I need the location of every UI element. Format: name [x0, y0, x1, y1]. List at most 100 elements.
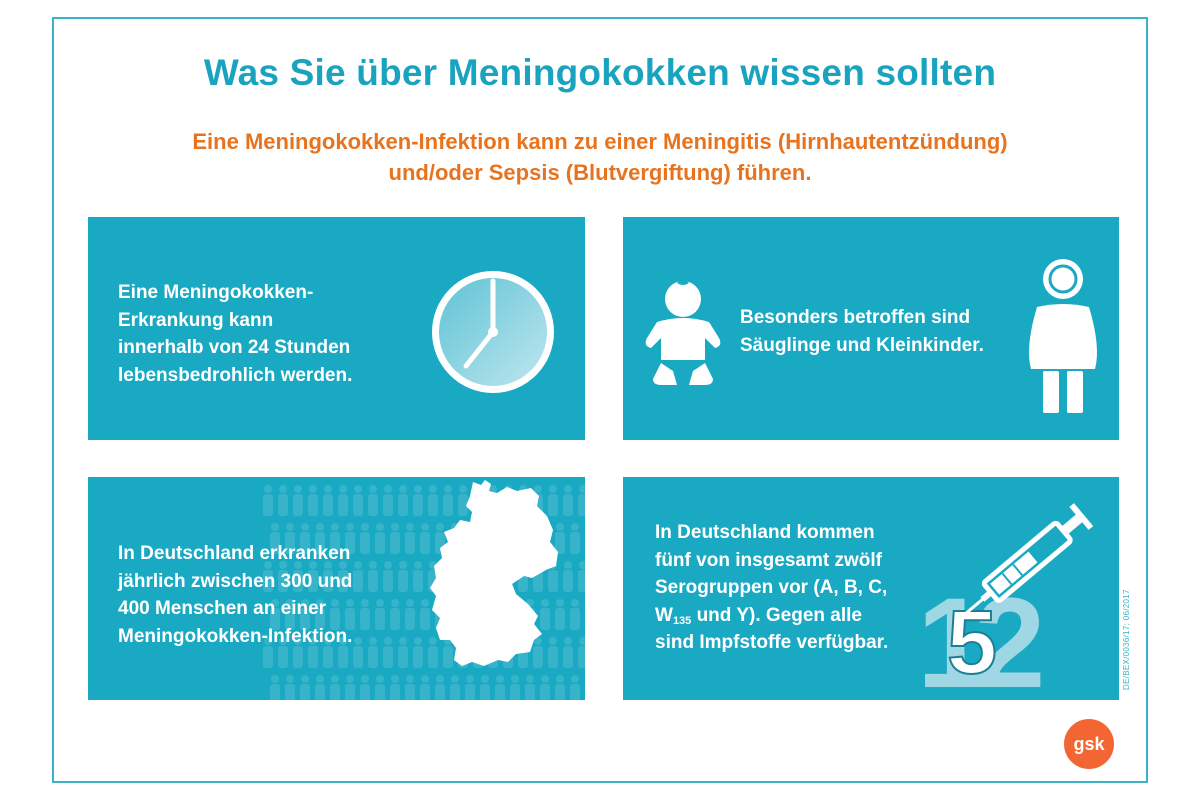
info-panel-germany: In Deutschland erkranken jährlich zwisch… [88, 477, 585, 700]
crowd-head [354, 561, 362, 569]
crowd-head [391, 523, 399, 531]
crowd-body [330, 532, 340, 554]
crowd-head [579, 637, 585, 645]
crowd-body [555, 532, 565, 554]
crowd-body [368, 494, 378, 516]
panel-line: Serogruppen vor (A, B, C, [655, 577, 888, 598]
crowd-body [383, 494, 393, 516]
crowd-head [331, 675, 339, 683]
crowd-head [444, 485, 452, 493]
crowd-head [376, 599, 384, 607]
crowd-head [264, 485, 272, 493]
crowd-body [293, 494, 303, 516]
crowd-body [300, 608, 310, 630]
crowd-body [360, 684, 370, 700]
crowd-body [458, 494, 468, 516]
crowd-body [383, 646, 393, 668]
crowd-head [541, 599, 549, 607]
crowd-head [376, 523, 384, 531]
panel-line: Erkrankung kann [118, 309, 274, 331]
crowd-head [534, 485, 542, 493]
crowd-head [354, 637, 362, 645]
crowd-body [420, 684, 430, 700]
crowd-body [308, 570, 318, 592]
crowd-body [420, 532, 430, 554]
crowd-head [331, 523, 339, 531]
child-icon [1029, 259, 1097, 413]
crowd-body [330, 684, 340, 700]
crowd-head [339, 637, 347, 645]
crowd-head [324, 485, 332, 493]
crowd-head [414, 561, 422, 569]
crowd-body [315, 532, 325, 554]
crowd-head [369, 561, 377, 569]
baby-icon [645, 280, 721, 385]
crowd-body [285, 684, 295, 700]
panel-text: Besonders betroffen sind Säuglinge und K… [740, 304, 1030, 359]
panel-text: In Deutschland kommen fünf von insgesamt… [655, 519, 945, 657]
crowd-head [309, 561, 317, 569]
crowd-body [563, 646, 573, 668]
crowd-body [293, 646, 303, 668]
clock-icon [432, 271, 554, 393]
crowd-body [263, 570, 273, 592]
crowd-body [293, 570, 303, 592]
crowd-body [323, 646, 333, 668]
crowd-body [285, 608, 295, 630]
panel-text: In Deutschland erkranken jährlich zwisch… [118, 540, 398, 650]
crowd-body [398, 494, 408, 516]
syringe-numbers-graphic: 12 5 [917, 503, 1094, 692]
crowd-head [369, 637, 377, 645]
crowd-head [421, 523, 429, 531]
crowd-head [301, 675, 309, 683]
crowd-body [540, 684, 550, 700]
info-panel-serogroups: In Deutschland kommen fünf von insgesamt… [623, 477, 1119, 700]
crowd-head [414, 485, 422, 493]
crowd-body [570, 532, 580, 554]
crowd-head [564, 637, 572, 645]
crowd-body [570, 608, 580, 630]
crowd-head [579, 485, 585, 493]
panel-line: Besonders betroffen sind [740, 307, 971, 328]
crowd-head [526, 675, 534, 683]
panel-line: Säuglinge und Kleinkinder. [740, 334, 984, 356]
crowd-body [390, 532, 400, 554]
w-prefix: W [655, 604, 673, 626]
syringe-icon [959, 503, 1094, 620]
crowd-head [571, 675, 579, 683]
crowd-head [451, 675, 459, 683]
crowd-body [555, 608, 565, 630]
crowd-body [578, 646, 585, 668]
crowd-head [564, 561, 572, 569]
crowd-body [555, 684, 565, 700]
crowd-head [369, 485, 377, 493]
document-id: DE/BEX/0036/17; 06/2017 [1122, 589, 1131, 690]
crowd-body [270, 608, 280, 630]
crowd-body [390, 684, 400, 700]
crowd-body [443, 494, 453, 516]
crowd-body [308, 494, 318, 516]
crowd-head [549, 485, 557, 493]
crowd-head [421, 599, 429, 607]
crowd-body [360, 532, 370, 554]
crowd-head [264, 561, 272, 569]
crowd-body [353, 494, 363, 516]
crowd-head [399, 485, 407, 493]
crowd-head [271, 599, 279, 607]
crowd-body [270, 532, 280, 554]
crowd-body [405, 608, 415, 630]
crowd-head [384, 561, 392, 569]
crowd-body [413, 494, 423, 516]
crowd-body [270, 684, 280, 700]
crowd-head [556, 599, 564, 607]
crowd-body [398, 646, 408, 668]
crowd-head [271, 675, 279, 683]
crowd-body [563, 494, 573, 516]
crowd-head [376, 675, 384, 683]
crowd-body [353, 570, 363, 592]
crowd-body [548, 570, 558, 592]
crowd-head [429, 485, 437, 493]
crowd-head [399, 637, 407, 645]
crowd-head [414, 637, 422, 645]
crowd-head [339, 485, 347, 493]
